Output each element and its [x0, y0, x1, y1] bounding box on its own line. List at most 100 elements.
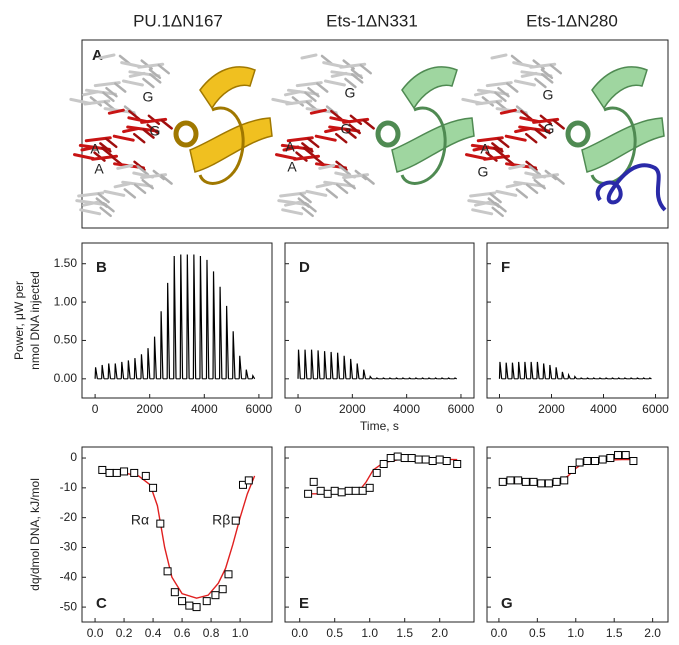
data-point: [359, 487, 366, 494]
panel-label: D: [299, 259, 310, 276]
data-point: [373, 469, 380, 476]
dna-stick: [517, 189, 527, 197]
y-tick-label: -20: [60, 510, 78, 524]
data-point: [179, 598, 186, 605]
panel-label: C: [96, 595, 107, 612]
injection-peak: [448, 378, 450, 379]
injection-peak: [643, 378, 645, 379]
injection-peak: [180, 255, 182, 379]
panel-label: F: [501, 259, 510, 276]
x-tick-label: 0.5: [326, 626, 343, 640]
injection-peak: [612, 378, 614, 379]
dna-stick: [308, 139, 318, 147]
injection-peak: [581, 378, 583, 379]
data-point: [106, 469, 113, 476]
data-point: [401, 455, 408, 462]
data-point: [317, 487, 324, 494]
injection-peak: [454, 378, 456, 379]
dna-stick: [473, 210, 492, 214]
injection-peak: [618, 378, 620, 379]
injection-peak: [174, 256, 176, 379]
base-label: G: [544, 121, 555, 137]
dna-stick: [115, 84, 125, 92]
data-point: [499, 478, 506, 485]
injection-peak: [518, 362, 520, 379]
data-point: [212, 592, 219, 599]
x-tick-label: 0.5: [529, 626, 546, 640]
data-point: [422, 456, 429, 463]
x-tick-label: 1.5: [606, 626, 623, 640]
x-tick-label: 0: [295, 402, 302, 416]
injection-peak: [226, 306, 228, 379]
extra-helix: [598, 165, 665, 210]
data-point: [131, 469, 138, 476]
data-point: [338, 489, 345, 496]
x-tick-label: 4000: [393, 402, 420, 416]
injection-peak: [562, 372, 564, 379]
injection-peak: [499, 362, 501, 379]
x-tick-label: 1.5: [396, 626, 413, 640]
data-point: [305, 490, 312, 497]
injection-peak: [324, 351, 326, 379]
panel-label: B: [96, 259, 107, 276]
injection-peak: [363, 370, 365, 379]
panel-label: A: [92, 47, 103, 64]
data-point: [380, 460, 387, 467]
panel-label: G: [501, 595, 513, 612]
y-tick-label: -50: [60, 599, 78, 613]
injection-peak: [383, 378, 385, 379]
dna-stick: [106, 139, 116, 147]
data-point: [394, 453, 401, 460]
injection-peak: [154, 337, 156, 379]
x-tick-label: 0: [92, 402, 99, 416]
dna-stick: [83, 92, 97, 95]
dna-stick: [134, 134, 144, 142]
base-label: A: [287, 159, 297, 175]
x-tick-label: 4000: [590, 402, 617, 416]
data-point: [436, 456, 443, 463]
base-label: A: [94, 161, 104, 177]
fit-curve: [102, 471, 254, 598]
data-point: [591, 458, 598, 465]
data-point: [415, 456, 422, 463]
data-point: [599, 456, 606, 463]
injection-peak: [318, 350, 320, 378]
injection-peak: [409, 378, 411, 379]
dna-stick: [143, 79, 153, 87]
injection-peak: [435, 378, 437, 379]
injection-peak: [506, 363, 508, 379]
helix: [402, 67, 457, 108]
data-point: [157, 520, 164, 527]
injection-peak: [624, 378, 626, 379]
injection-peak: [441, 378, 443, 379]
injection-peak: [357, 363, 359, 378]
injection-peak: [200, 256, 202, 379]
base-label: G: [341, 121, 352, 137]
dna-stick: [285, 92, 299, 95]
x-tick-label: 6000: [448, 402, 475, 416]
dna-stick: [326, 129, 340, 132]
data-point: [99, 466, 106, 473]
injection-peak: [331, 352, 333, 379]
injection-peak: [428, 378, 430, 379]
y-tick-label: 1.50: [54, 256, 78, 270]
injection-peak: [574, 377, 576, 379]
injection-peak: [298, 350, 300, 379]
dna-stick: [506, 136, 525, 140]
data-point: [545, 480, 552, 487]
injection-peak: [389, 378, 391, 379]
figure: PU.1ΔN167 Ets-1ΔN331 Ets-1ΔN280 A GGAAGG…: [0, 0, 679, 640]
x-tick-label: 0.0: [291, 626, 308, 640]
data-point: [408, 455, 415, 462]
base-label: G: [143, 89, 154, 105]
dna-stick: [497, 191, 516, 195]
y-tick-label: -30: [60, 540, 78, 554]
injection-peak: [167, 283, 169, 379]
injection-peak: [220, 287, 222, 379]
dna-stick: [105, 191, 124, 195]
data-point: [225, 571, 232, 578]
injection-peak: [599, 378, 601, 379]
dna-stick: [526, 134, 536, 142]
y-tick-label: 0: [70, 450, 77, 464]
y-axis-label: Power, μW per: [12, 281, 26, 360]
